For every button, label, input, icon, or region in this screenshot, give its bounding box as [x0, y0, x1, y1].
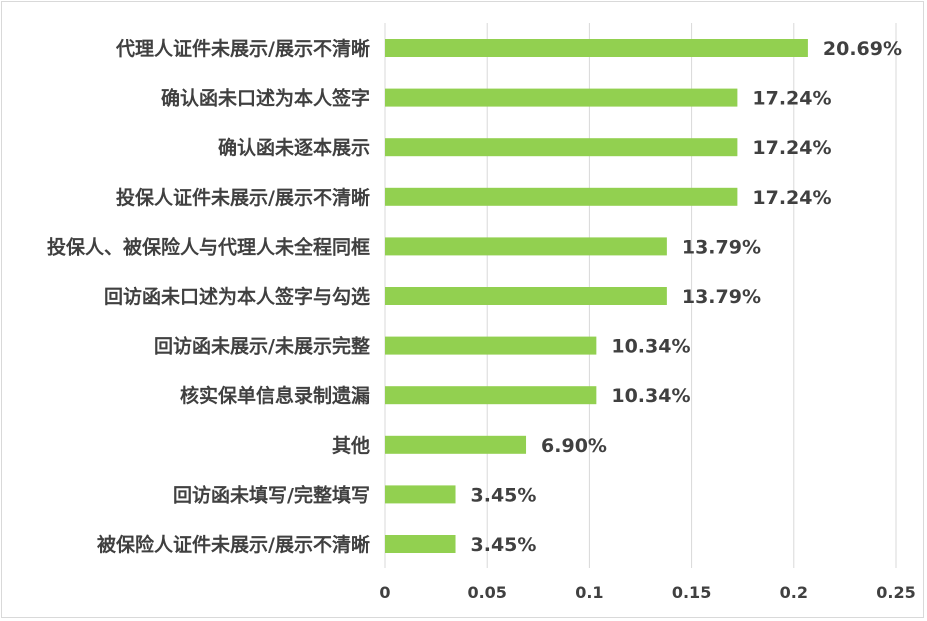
category-label: 投保人、被保险人与代理人未全程同框: [47, 235, 370, 258]
data-label: 20.69%: [823, 38, 902, 60]
bars: [385, 39, 808, 553]
data-label: 13.79%: [682, 236, 761, 258]
x-tick-label: 0.05: [467, 583, 506, 602]
bar: [385, 138, 738, 157]
data-label: 6.90%: [541, 435, 607, 457]
bar: [385, 336, 597, 355]
data-label: 10.34%: [611, 336, 690, 358]
data-label: 17.24%: [752, 88, 831, 110]
bar: [385, 435, 527, 454]
data-label: 17.24%: [752, 187, 831, 209]
gridlines: [384, 23, 897, 568]
category-label: 被保险人证件未展示/展示不清晰: [97, 533, 370, 556]
bar: [385, 88, 738, 107]
category-label: 回访函未填写/完整填写: [173, 483, 370, 506]
category-label: 代理人证件未展示/展示不清晰: [115, 37, 370, 60]
bar: [385, 535, 456, 553]
category-labels: 代理人证件未展示/展示不清晰确认函未口述为本人签字确认函未逐本展示投保人证件未展…: [47, 37, 370, 556]
category-label: 核实保单信息录制遗漏: [180, 384, 370, 407]
category-label: 其他: [332, 434, 370, 457]
x-axis-tick-labels: 0 0.05 0.1 0.15 0.2 0.25: [379, 583, 915, 602]
data-label: 17.24%: [752, 137, 831, 159]
category-label: 确认函未口述为本人签字: [161, 87, 370, 110]
category-label: 确认函未逐本展示: [218, 136, 370, 159]
category-label: 回访函未展示/未展示完整: [154, 335, 370, 358]
x-tick-label: 0.1: [575, 583, 603, 602]
data-label: 13.79%: [682, 286, 761, 308]
bar: [385, 386, 597, 405]
x-tick-label: 0: [379, 583, 390, 602]
x-tick-label: 0.25: [876, 583, 915, 602]
data-label: 3.45%: [471, 534, 537, 556]
category-label: 回访函未口述为本人签字与勾选: [104, 285, 370, 308]
bar: [385, 39, 808, 57]
x-tick-label: 0.2: [780, 583, 808, 602]
bar: [385, 485, 456, 504]
data-label: 3.45%: [471, 484, 537, 506]
data-label: 10.34%: [611, 385, 690, 407]
bar: [385, 237, 667, 256]
value-labels: 20.69% 17.24% 17.24% 17.24% 13.79% 13.79% 10.3…: [471, 38, 903, 556]
category-label: 投保人证件未展示/展示不清晰: [116, 186, 370, 209]
bar: [385, 287, 667, 305]
x-tick-label: 0.15: [672, 583, 711, 602]
bar: [385, 187, 738, 206]
